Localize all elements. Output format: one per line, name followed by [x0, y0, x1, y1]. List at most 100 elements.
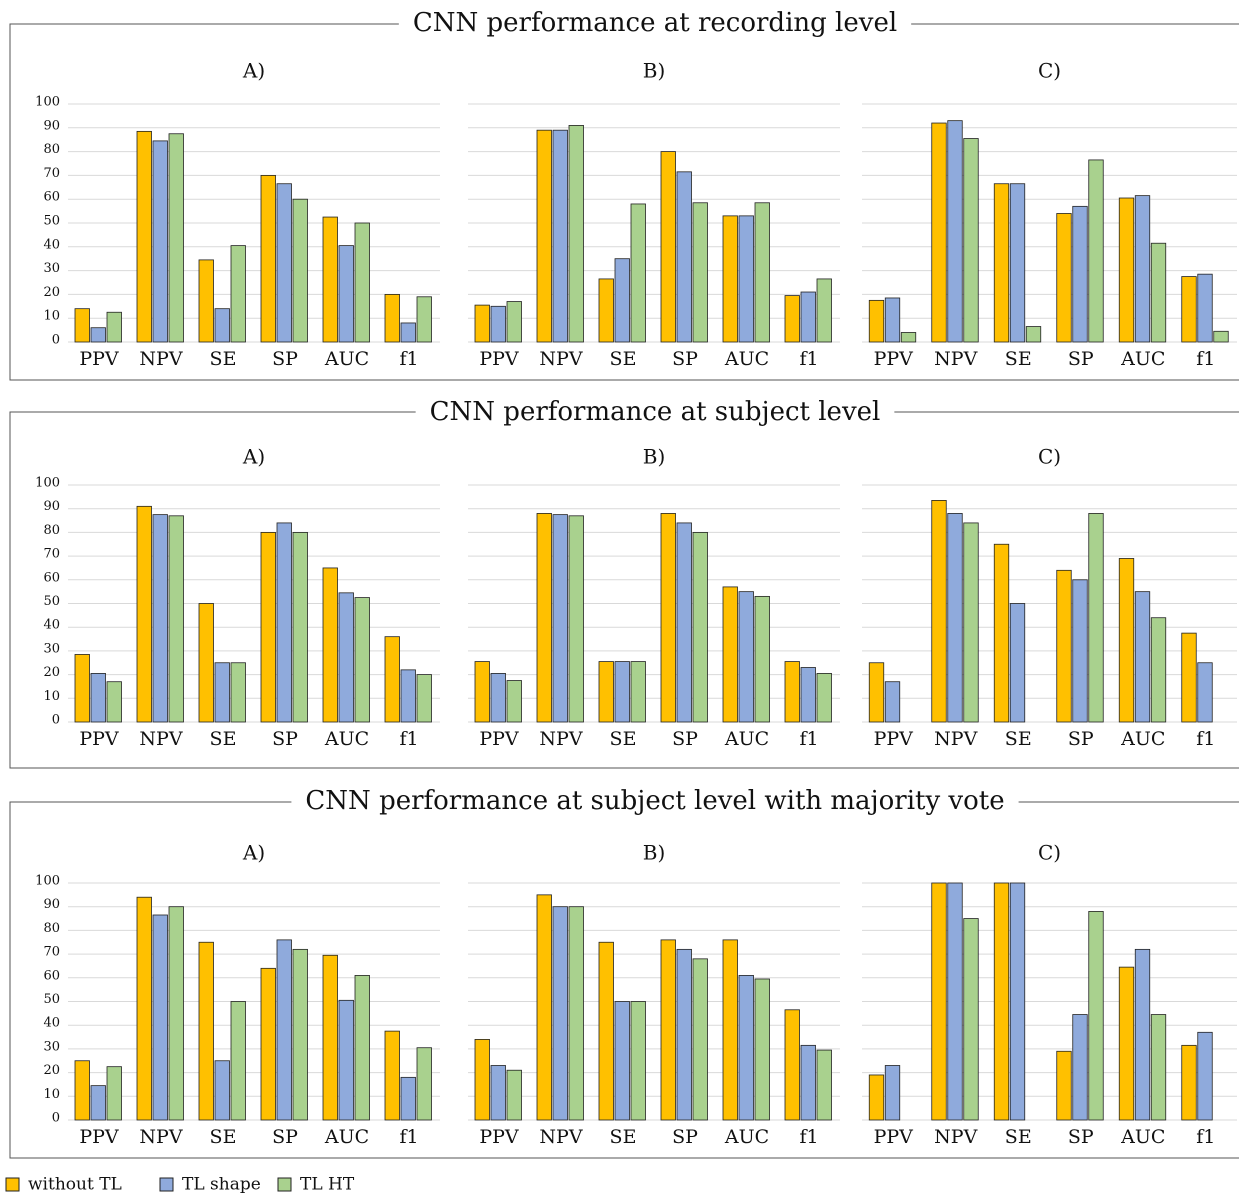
- x-tick-label: f1: [799, 348, 818, 370]
- bar: [947, 120, 963, 343]
- bar: [963, 522, 979, 723]
- bar: [506, 680, 522, 723]
- legend-swatch: [159, 1177, 174, 1192]
- bar: [152, 914, 168, 1121]
- y-tick-label: 10: [43, 689, 60, 704]
- x-tick-label: SE: [210, 1126, 237, 1148]
- bar: [1088, 159, 1104, 343]
- bar: [931, 122, 947, 343]
- bar: [536, 894, 552, 1121]
- bar: [490, 673, 506, 723]
- bar: [676, 948, 692, 1121]
- bar: [400, 669, 416, 723]
- bar: [292, 532, 308, 723]
- x-tick-label: PPV: [874, 728, 914, 750]
- bar: [416, 1047, 432, 1121]
- bar: [276, 522, 292, 723]
- x-tick-label: SE: [610, 1126, 637, 1148]
- bar: [1118, 558, 1135, 723]
- bar: [614, 1001, 630, 1121]
- y-tick-label: 100: [35, 95, 60, 110]
- bar: [506, 301, 522, 343]
- bar: [884, 681, 901, 723]
- bar: [260, 532, 276, 723]
- y-tick-label: 50: [43, 214, 60, 229]
- y-tick-label: 30: [43, 641, 60, 656]
- x-tick-label: AUC: [1120, 1126, 1165, 1148]
- bar: [1197, 1031, 1213, 1121]
- bar: [1056, 1050, 1072, 1121]
- bar: [1150, 242, 1167, 343]
- x-tick-label: AUC: [1120, 348, 1165, 370]
- y-tick-label: 30: [43, 1039, 60, 1054]
- group-title: CNN performance at recording level: [413, 8, 897, 38]
- bar: [354, 597, 370, 723]
- legend-label: without TL: [28, 1175, 122, 1193]
- bar: [630, 1001, 646, 1121]
- x-tick-label: AUC: [724, 728, 769, 750]
- bar: [1072, 205, 1088, 343]
- bar: [292, 948, 308, 1121]
- bar: [738, 591, 754, 723]
- bar: [692, 958, 708, 1121]
- bar: [1197, 273, 1213, 343]
- x-tick-label: f1: [1196, 728, 1215, 750]
- panel-title: C): [1038, 59, 1061, 83]
- y-tick-label: 90: [43, 499, 60, 514]
- bar: [630, 203, 646, 343]
- bar: [784, 661, 800, 723]
- bar: [74, 654, 90, 723]
- x-tick-label: SP: [672, 728, 698, 750]
- x-tick-label: NPV: [934, 728, 977, 750]
- x-tick-label: f1: [1196, 1126, 1215, 1148]
- bar: [614, 258, 630, 343]
- bar: [1134, 591, 1151, 723]
- bar: [1009, 183, 1026, 343]
- x-tick-label: SE: [610, 728, 637, 750]
- y-tick-label: 100: [35, 874, 60, 889]
- bar: [214, 1060, 230, 1121]
- bar: [568, 515, 584, 723]
- bar: [400, 322, 416, 343]
- panel-title: B): [643, 59, 666, 83]
- x-tick-label: PPV: [79, 1126, 119, 1148]
- x-tick-label: PPV: [79, 348, 119, 370]
- y-tick-label: 70: [43, 945, 60, 960]
- bar: [816, 278, 832, 343]
- bar: [598, 941, 614, 1121]
- bar: [1150, 617, 1167, 723]
- bar: [1181, 1044, 1197, 1121]
- y-tick-label: 40: [43, 237, 60, 252]
- bar: [74, 308, 90, 343]
- bar: [1118, 197, 1135, 343]
- bar: [1134, 948, 1151, 1121]
- panel-title: A): [242, 445, 265, 469]
- bar: [568, 906, 584, 1121]
- bar: [490, 305, 506, 343]
- x-tick-label: f1: [399, 348, 418, 370]
- x-tick-label: SP: [1068, 728, 1094, 750]
- panel-title: C): [1038, 841, 1061, 865]
- bar: [630, 661, 646, 723]
- bar: [947, 882, 963, 1121]
- x-tick-label: f1: [1196, 348, 1215, 370]
- bar: [738, 975, 754, 1121]
- bar: [1181, 632, 1197, 723]
- y-tick-label: 40: [43, 618, 60, 633]
- bar: [800, 291, 816, 343]
- bar: [490, 1065, 506, 1121]
- bar: [416, 674, 432, 723]
- y-tick-label: 10: [43, 1087, 60, 1102]
- bar: [292, 198, 308, 343]
- x-tick-label: SE: [1005, 348, 1032, 370]
- bar: [1150, 1014, 1167, 1121]
- x-tick-label: f1: [799, 1126, 818, 1148]
- bar: [722, 939, 738, 1121]
- bar: [536, 513, 552, 723]
- bar: [354, 222, 370, 343]
- x-tick-label: SE: [210, 728, 237, 750]
- y-tick-label: 90: [43, 897, 60, 912]
- bar: [1056, 569, 1072, 723]
- bar: [868, 299, 885, 343]
